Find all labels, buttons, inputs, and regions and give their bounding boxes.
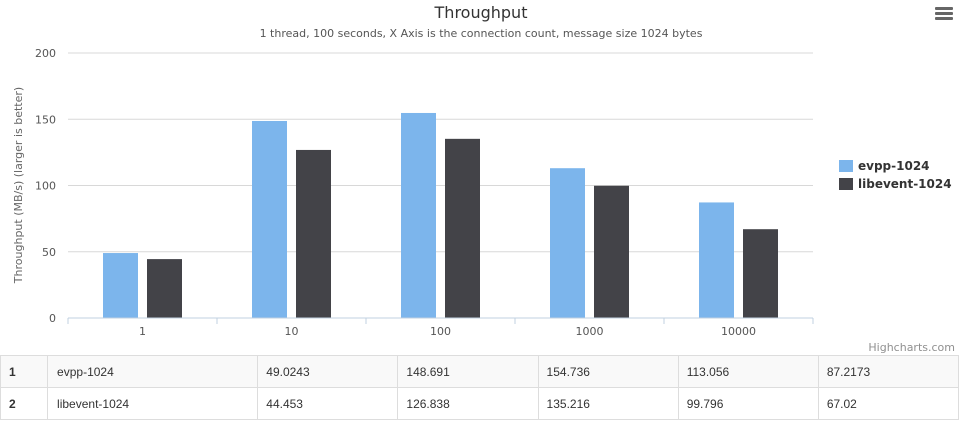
legend-item-label[interactable]: evpp-1024	[858, 159, 930, 173]
series-name-cell: libevent-1024	[47, 387, 259, 420]
series-name-cell: evpp-1024	[47, 355, 259, 388]
legend: evpp-1024 libevent-1024	[839, 159, 952, 191]
value-cell: 67.02	[817, 387, 959, 420]
y-tick-label: 200	[35, 47, 56, 60]
chart-container: Throughput 1 thread, 100 seconds, X Axis…	[12, 3, 955, 354]
bar-evpp-1024-100[interactable]	[401, 112, 436, 319]
row-index: 1	[0, 355, 49, 388]
chart-subtitle: 1 thread, 100 seconds, X Axis is the con…	[260, 27, 703, 40]
value-cell: 135.216	[537, 387, 679, 420]
value-cell: 87.2173	[817, 355, 959, 388]
x-tick-label: 1	[139, 325, 146, 338]
y-tick-label: 0	[49, 312, 56, 325]
chart-svg: Throughput 1 thread, 100 seconds, X Axis…	[12, 3, 955, 354]
table-row: 1 evpp-1024 49.0243 148.691 154.736 113.056 87…	[0, 355, 959, 388]
table-row: 2 libevent-1024 44.453 126.838 135.216 99.796…	[0, 387, 959, 420]
bar-libevent-1024-100[interactable]	[445, 138, 480, 318]
chart-title: Throughput	[434, 3, 528, 22]
value-cell: 154.736	[537, 355, 679, 388]
x-tick-label: 1000	[576, 325, 604, 338]
grid-lines: 0 50 100 150 200	[35, 47, 813, 325]
credits-link[interactable]: Highcharts.com	[868, 341, 955, 354]
value-cell: 44.453	[257, 387, 399, 420]
bar-evpp-1024-10[interactable]	[252, 120, 287, 318]
y-axis-title: Throughput (MB/s) (larger is better)	[12, 87, 25, 284]
row-index: 2	[0, 387, 49, 420]
bar-libevent-1024-10000[interactable]	[743, 229, 778, 318]
x-tick-label: 10	[285, 325, 299, 338]
value-cell: 126.838	[397, 387, 539, 420]
y-tick-label: 150	[35, 113, 56, 126]
value-cell: 148.691	[397, 355, 539, 388]
x-tick-label: 100	[430, 325, 451, 338]
value-cell: 49.0243	[257, 355, 399, 388]
value-cell: 113.056	[677, 355, 819, 388]
legend-item-label[interactable]: libevent-1024	[858, 177, 952, 191]
x-axis: 1 10 100 1000 10000	[67, 317, 814, 338]
bar-evpp-1024-1000[interactable]	[550, 168, 585, 318]
value-cell: 99.796	[677, 387, 819, 420]
legend-swatch[interactable]	[839, 178, 853, 190]
bar-evpp-1024-1[interactable]	[103, 253, 138, 318]
bar-libevent-1024-10[interactable]	[296, 149, 331, 318]
data-table: 1 evpp-1024 49.0243 148.691 154.736 113.056 87…	[0, 355, 959, 420]
bar-libevent-1024-1000[interactable]	[594, 185, 629, 318]
bar-evpp-1024-10000[interactable]	[699, 202, 734, 318]
x-tick-label: 10000	[721, 325, 756, 338]
legend-swatch[interactable]	[839, 160, 853, 172]
y-tick-label: 100	[35, 180, 56, 193]
y-tick-label: 50	[42, 246, 56, 259]
hamburger-menu-icon[interactable]	[935, 7, 953, 23]
bar-libevent-1024-1[interactable]	[147, 259, 182, 318]
bars	[103, 112, 778, 319]
